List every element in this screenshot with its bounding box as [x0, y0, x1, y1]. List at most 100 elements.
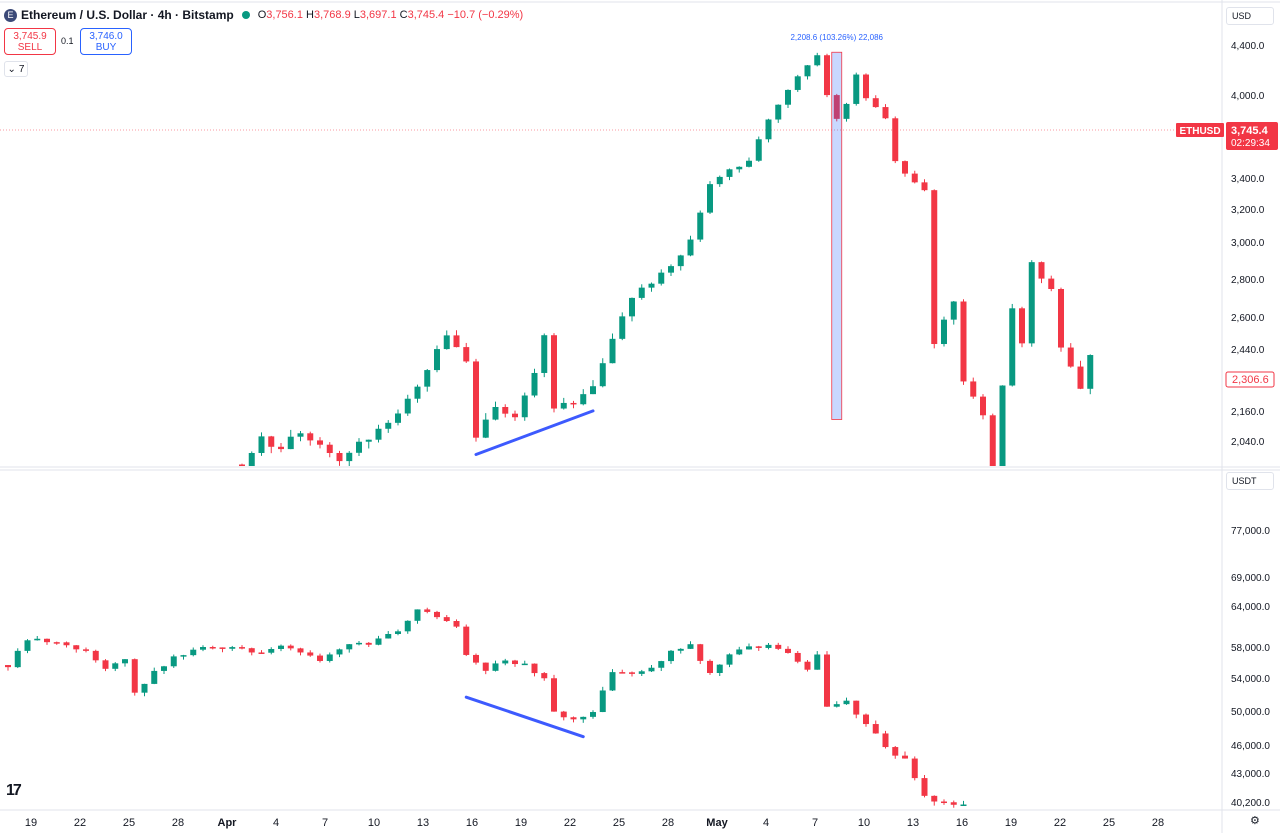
buy-label: BUY — [95, 41, 117, 53]
indicators-toggle[interactable]: ⌄ 7 — [4, 61, 28, 77]
candle — [492, 401, 499, 421]
candle — [200, 645, 206, 652]
candle — [911, 170, 918, 184]
time-tick-label: 10 — [368, 817, 380, 829]
candle — [638, 284, 645, 300]
candle — [404, 620, 411, 634]
ohlc-close-key: C — [399, 9, 408, 21]
top-price-axis[interactable]: 4,400.0 4,000.0 3,400.0 3,200.0 3,000.0 2,800… — [1231, 41, 1265, 448]
ohlc-high-key: H — [306, 9, 314, 21]
candle — [765, 643, 772, 650]
candle — [648, 282, 655, 292]
candle — [736, 646, 743, 656]
candle — [541, 333, 548, 378]
candle — [53, 641, 60, 645]
buy-price: 3,746.0 — [89, 30, 123, 42]
settings-icon[interactable]: ⚙ — [1250, 815, 1260, 827]
candle — [44, 638, 50, 645]
currency-select-bottom[interactable]: USDT — [1226, 472, 1274, 490]
time-tick-label: 28 — [172, 817, 184, 829]
time-axis[interactable]: 19 22 25 28 Apr 4 7 10 13 16 19 22 25 28 May 4 7 10 13 16 19… — [25, 817, 1164, 829]
candle — [590, 710, 596, 719]
candle — [775, 642, 782, 651]
candle — [180, 654, 187, 660]
candle — [326, 652, 333, 663]
candle — [112, 662, 119, 672]
buy-button[interactable]: 3,746.0 BUY — [80, 28, 132, 55]
candle — [755, 136, 762, 162]
candle — [902, 160, 908, 177]
time-tick-label: 7 — [322, 817, 328, 829]
candle — [892, 745, 899, 759]
top-price-tick-label: 3,200.0 — [1231, 205, 1265, 216]
candle — [1077, 360, 1084, 390]
candle — [950, 800, 957, 808]
candle — [219, 647, 226, 653]
candle — [580, 716, 587, 723]
bottom-price-axis[interactable]: 77,000.0 69,000.0 64,000.0 58,000.0 54,000.0… — [1231, 526, 1270, 809]
measure-tool[interactable]: 2,208.6 (103.26%) 22,086 — [790, 33, 884, 420]
top-price-tick-label: 2,160.0 — [1231, 407, 1265, 418]
candle — [609, 669, 616, 692]
bottom-price-tick-label: 54,000.0 — [1231, 674, 1270, 685]
candle — [307, 650, 314, 657]
top-price-tick-label: 2,040.0 — [1231, 437, 1265, 448]
candle — [122, 658, 128, 667]
candle — [599, 358, 606, 388]
candle — [424, 607, 431, 614]
top-price-tick-label: 2,600.0 — [1231, 313, 1265, 324]
time-tick-label: 13 — [417, 817, 429, 829]
candle — [833, 701, 840, 708]
ohlc-high: 3,768.9 — [313, 9, 351, 21]
candle — [931, 795, 938, 806]
candle — [882, 104, 889, 120]
bottom-price-tick-label: 64,000.0 — [1231, 602, 1270, 613]
candle — [814, 651, 821, 670]
ethereum-coin-icon: E — [4, 8, 17, 22]
top-price-tick-label: 4,000.0 — [1231, 91, 1265, 102]
time-tick-label: Apr — [218, 817, 238, 829]
time-tick-label: 25 — [1103, 817, 1115, 829]
candle — [716, 664, 723, 677]
candle — [24, 639, 31, 654]
bar-countdown: 02:29:34 — [1231, 138, 1270, 149]
market-status-icon — [241, 11, 250, 19]
candle — [83, 647, 89, 653]
candle — [346, 451, 353, 466]
candle — [297, 647, 304, 656]
candle — [726, 168, 733, 181]
symbol-title[interactable]: Ethereum / U.S. Dollar · 4h · Bitstamp — [21, 8, 234, 22]
candle — [843, 697, 850, 705]
candle — [1087, 354, 1094, 395]
candle — [677, 648, 684, 654]
candle — [297, 430, 304, 442]
trend-lines[interactable] — [464, 409, 595, 739]
candle — [502, 404, 509, 418]
candle — [385, 420, 392, 433]
candle — [395, 409, 401, 426]
candle — [73, 645, 80, 653]
time-tick-label: 19 — [515, 817, 527, 829]
candle — [463, 624, 470, 657]
bottom-price-tick-label: 50,000.0 — [1231, 707, 1270, 718]
candle — [268, 435, 275, 454]
candle — [648, 665, 655, 673]
time-tick-label: 28 — [662, 817, 674, 829]
svg-text:2,306.6: 2,306.6 — [1232, 374, 1269, 386]
candle — [746, 643, 752, 650]
candle — [453, 619, 460, 629]
time-tick-label: 16 — [466, 817, 478, 829]
sell-button[interactable]: 3,745.9 SELL — [4, 28, 56, 55]
time-tick-label: 4 — [273, 817, 279, 829]
candle — [1067, 343, 1074, 368]
right-price-marker: 2,306.6 — [1225, 371, 1275, 388]
candle — [375, 424, 382, 443]
time-tick-label: 25 — [123, 817, 135, 829]
time-tick-label: 7 — [812, 817, 818, 829]
top-price-tick-label: 3,000.0 — [1231, 238, 1265, 249]
candle — [434, 610, 440, 620]
candle — [863, 713, 869, 727]
candle — [512, 659, 518, 667]
currency-select-top[interactable]: USD — [1226, 7, 1274, 25]
